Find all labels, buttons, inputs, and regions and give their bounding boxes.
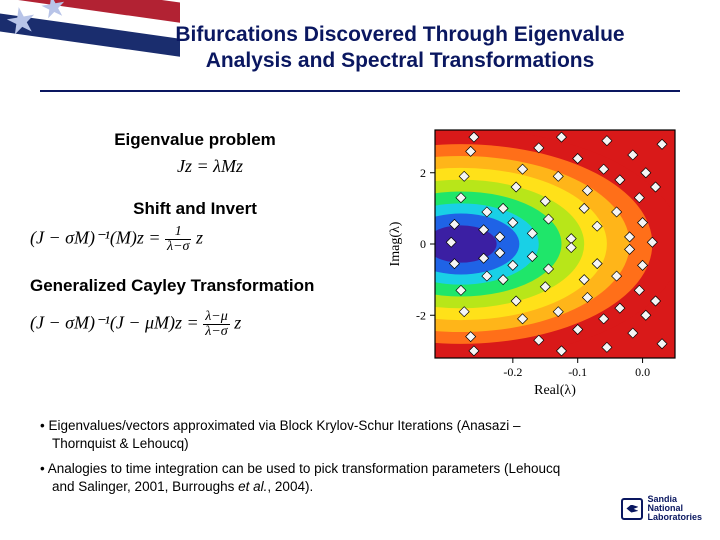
fraction: 1λ−σ: [165, 225, 191, 254]
cayley-lhs: (J − σM)⁻¹(J − μM)z =: [30, 313, 203, 333]
title-line-1: Bifurcations Discovered Through Eigenval…: [175, 23, 624, 46]
svg-text:-0.2: -0.2: [503, 365, 522, 379]
svg-text:0: 0: [420, 237, 426, 251]
frac-den: λ−σ: [203, 325, 230, 339]
thunderbird-icon: [621, 498, 643, 520]
bullet-item: Eigenvalues/vectors approximated via Blo…: [40, 417, 570, 453]
cayley-rhs: z: [230, 313, 242, 333]
page-title: Bifurcations Discovered Through Eigenval…: [110, 22, 690, 75]
banner-star-icon: ★: [2, 0, 41, 44]
cayley-equation: (J − σM)⁻¹(J − μM)z = λ−μλ−σ z: [30, 310, 360, 339]
title-underline: [40, 90, 680, 92]
sandia-logo: Sandia National Laboratories: [621, 495, 702, 522]
bullet-text: Analogies to time integration can be use…: [48, 461, 561, 494]
eigenvalue-equation: Jz = λMz: [30, 156, 360, 177]
cayley-label: Generalized Cayley Transformation: [30, 276, 360, 296]
frac-num: 1: [165, 225, 191, 240]
chart-svg: -0.2 -0.1 0.0 -2 0 2 Real(λ) Imag(λ): [385, 120, 685, 400]
banner-star-icon: ★: [37, 0, 70, 27]
equations-column: Eigenvalue problem Jz = λMz Shift and In…: [30, 130, 360, 361]
svg-text:Real(λ): Real(λ): [534, 383, 576, 398]
svg-text:-2: -2: [416, 308, 426, 322]
eigenvalue-label: Eigenvalue problem: [30, 130, 360, 150]
title-line-2: Analysis and Spectral Transformations: [206, 49, 595, 72]
shift-lhs: (J − σM)⁻¹(M)z =: [30, 228, 165, 248]
shift-rhs: z: [191, 228, 203, 248]
svg-text:-0.1: -0.1: [568, 365, 587, 379]
bullet-item: Analogies to time integration can be use…: [40, 460, 570, 496]
eigenvalue-spectrum-chart: -0.2 -0.1 0.0 -2 0 2 Real(λ) Imag(λ): [385, 120, 685, 400]
frac-num: λ−μ: [203, 310, 230, 325]
logo-text: Sandia National Laboratories: [647, 495, 702, 522]
fraction: λ−μλ−σ: [203, 310, 230, 339]
svg-text:Imag(λ): Imag(λ): [388, 221, 403, 266]
frac-den: λ−σ: [165, 240, 191, 254]
svg-text:0.0: 0.0: [635, 365, 650, 379]
bullet-list: Eigenvalues/vectors approximated via Blo…: [40, 417, 570, 502]
shift-invert-label: Shift and Invert: [30, 199, 360, 219]
logo-line: Laboratories: [647, 513, 702, 522]
svg-text:2: 2: [420, 166, 426, 180]
shift-invert-equation: (J − σM)⁻¹(M)z = 1λ−σ z: [30, 225, 360, 254]
